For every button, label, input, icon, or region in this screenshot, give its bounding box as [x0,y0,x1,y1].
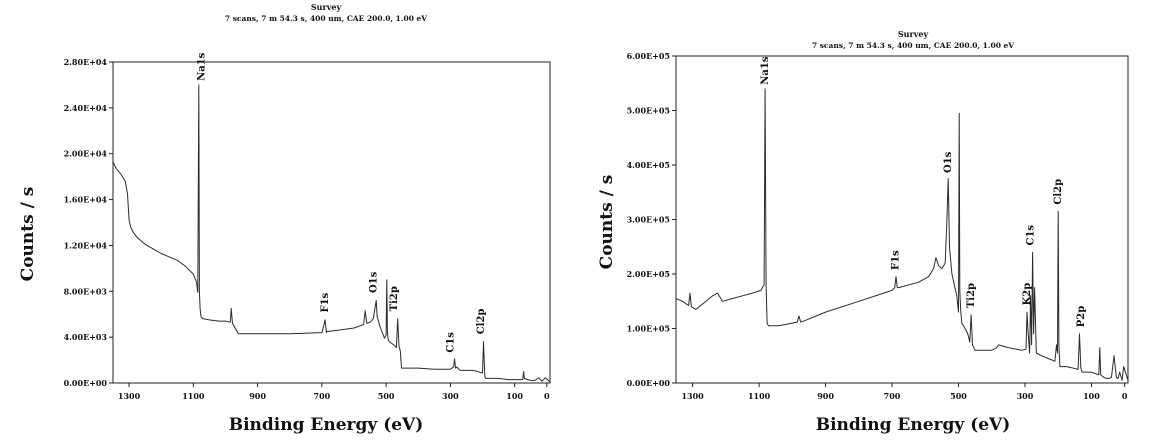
plot-frame [675,55,1129,384]
spectrum-line [675,88,1129,381]
chart-subtitle: 7 scans, 7 m 54.3 s, 400 um, CAE 200.0, … [225,14,427,23]
x-tick-label: 100 [506,391,523,401]
y-tick-label: 4.00E+03 [64,332,108,342]
y-tick-label: 0.00E+00 [627,378,671,388]
x-tick-label: 100 [1083,391,1100,401]
y-tick-label: 2.00E+04 [64,149,108,159]
x-tick-label: 1100 [748,391,771,401]
peak-label: Cl2p [476,309,487,335]
x-axis-label: Binding Energy (eV) [816,415,1011,435]
chart-right-svg: Survey 7 scans, 7 m 54.3 s, 400 um, CAE … [597,29,1129,435]
y-tick-label: 0.00E+00 [64,378,108,388]
peak-label: F1s [320,292,331,312]
y-tick-label: 3.00E+05 [627,215,670,225]
y-tick-label: 6.00E+05 [627,51,670,61]
x-tick-label: 1100 [182,391,205,401]
spectrum-line [112,84,551,383]
x-tick-label: 1300 [118,391,141,401]
chart-right: Survey 7 scans, 7 m 54.3 s, 400 um, CAE … [575,0,1152,439]
peak-label: O1s [368,271,379,293]
x-tick-label: 300 [1017,391,1034,401]
peak-label: Na1s [196,52,207,81]
plot-frame [112,61,551,384]
x-axis-label: Binding Energy (eV) [229,415,424,435]
x-tick-label: 700 [884,391,901,401]
chart-subtitle: 7 scans, 7 m 54.3 s, 400 um, CAE 200.0, … [812,41,1014,50]
y-tick-label: 5.00E+05 [627,106,670,116]
y-tick-label: 4.00E+05 [627,160,670,170]
peak-label: C1s [1026,225,1037,246]
peak-label: Cl2p [1053,179,1064,205]
peak-label: O1s [943,151,954,173]
chart-title: Survey [898,29,929,39]
peak-label: K2p [1022,283,1033,306]
y-axis-label: Counts / s [597,175,617,270]
y-tick-label: 2.80E+04 [64,57,108,67]
chart-left-svg: Survey 7 scans, 7 m 54.3 s, 400 um, CAE … [18,2,551,435]
y-tick-label: 2.40E+04 [64,103,108,113]
peak-label: Ti2p [389,286,400,311]
peak-label: Na1s [760,56,771,85]
peak-label: Ti2p [966,283,977,308]
peak-label: F1s [890,250,901,270]
y-tick-label: 1.60E+04 [64,195,108,205]
x-tick-label: 500 [950,391,967,401]
x-tick-label: 300 [442,391,459,401]
y-tick-label: 2.00E+05 [627,269,670,279]
chart-title: Survey [311,2,342,12]
peak-label: C1s [445,332,456,353]
x-tick-label: 0 [544,391,550,401]
y-tick-label: 1.00E+05 [627,324,670,334]
y-tick-label: 8.00E+03 [64,286,108,296]
x-tick-label: 1300 [681,391,704,401]
y-tick-label: 1.20E+04 [64,240,108,250]
x-tick-label: 900 [817,391,834,401]
x-tick-label: 500 [378,391,395,401]
x-tick-label: 700 [314,391,331,401]
x-tick-label: 900 [249,391,266,401]
x-tick-label: 0 [1122,391,1128,401]
chart-left: Survey 7 scans, 7 m 54.3 s, 400 um, CAE … [0,0,575,439]
y-axis-label: Counts / s [18,187,38,282]
peak-label: P2p [1076,306,1087,327]
